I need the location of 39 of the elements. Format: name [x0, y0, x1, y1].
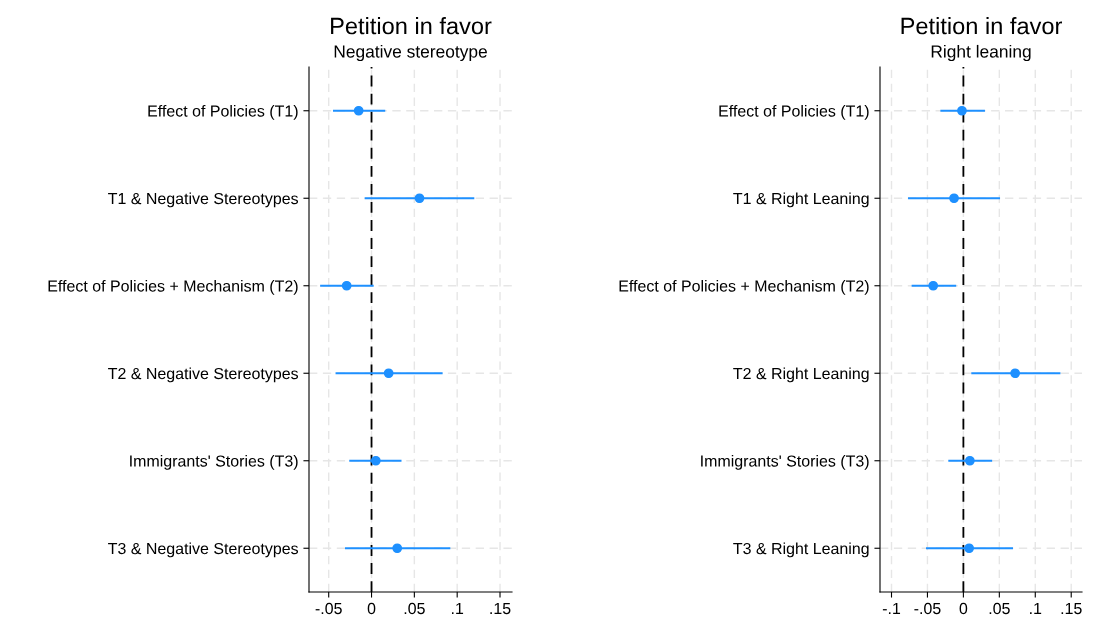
y-tick-label: T2 & Negative Stereotypes: [108, 367, 299, 383]
x-tick-label: -.05: [315, 602, 342, 615]
y-tick-label: T1 & Right Leaning: [733, 192, 869, 208]
x-tick-label: .1: [451, 603, 464, 614]
chart-subtitle: Right leaning: [931, 44, 1031, 62]
point: [1010, 368, 1021, 379]
point: [957, 105, 967, 116]
y-tick-label: T3 & Negative Stereotypes: [108, 542, 299, 558]
x-tick-label: .15: [1061, 603, 1082, 615]
point: [370, 455, 381, 466]
y-tick-label: Effect of Policies (T1): [148, 104, 298, 120]
y-tick-label: Immigrants' Stories (T3): [130, 454, 298, 470]
x-tick-label: .1: [1030, 603, 1042, 614]
point: [392, 543, 403, 554]
x-tick-label: -.1: [882, 603, 901, 614]
point: [383, 368, 394, 379]
x-tick-label: 0: [959, 602, 968, 615]
y-tick-label: T3 & Right Leaning: [733, 542, 869, 558]
x-tick-label: -.05: [914, 602, 941, 615]
point: [341, 280, 352, 291]
y-tick-label: Effect of Policies (T1): [719, 104, 869, 120]
point: [353, 105, 364, 116]
point: [964, 543, 975, 554]
x-tick-label: 0: [367, 602, 376, 615]
chart-title: Petition in favor: [901, 17, 1062, 35]
y-tick-label: Immigrants' Stories (T3): [701, 454, 869, 470]
point: [964, 455, 975, 466]
point: [928, 280, 939, 291]
point: [414, 193, 425, 204]
y-tick-label: T2 & Right Leaning: [733, 367, 869, 383]
chart-title: Petition in favor: [331, 17, 492, 35]
y-tick-label: Effect of Policies + Mechanism (T2): [619, 279, 869, 295]
point: [949, 193, 959, 204]
x-tick-label: .05: [989, 602, 1010, 615]
y-tick-label: T1 & Negative Stereotypes: [108, 192, 299, 208]
x-tick-label: .05: [404, 602, 425, 615]
x-tick-label: .15: [490, 603, 511, 615]
y-tick-label: Effect of Policies + Mechanism (T2): [48, 279, 298, 295]
chart-subtitle: Negative stereotype: [334, 44, 487, 62]
